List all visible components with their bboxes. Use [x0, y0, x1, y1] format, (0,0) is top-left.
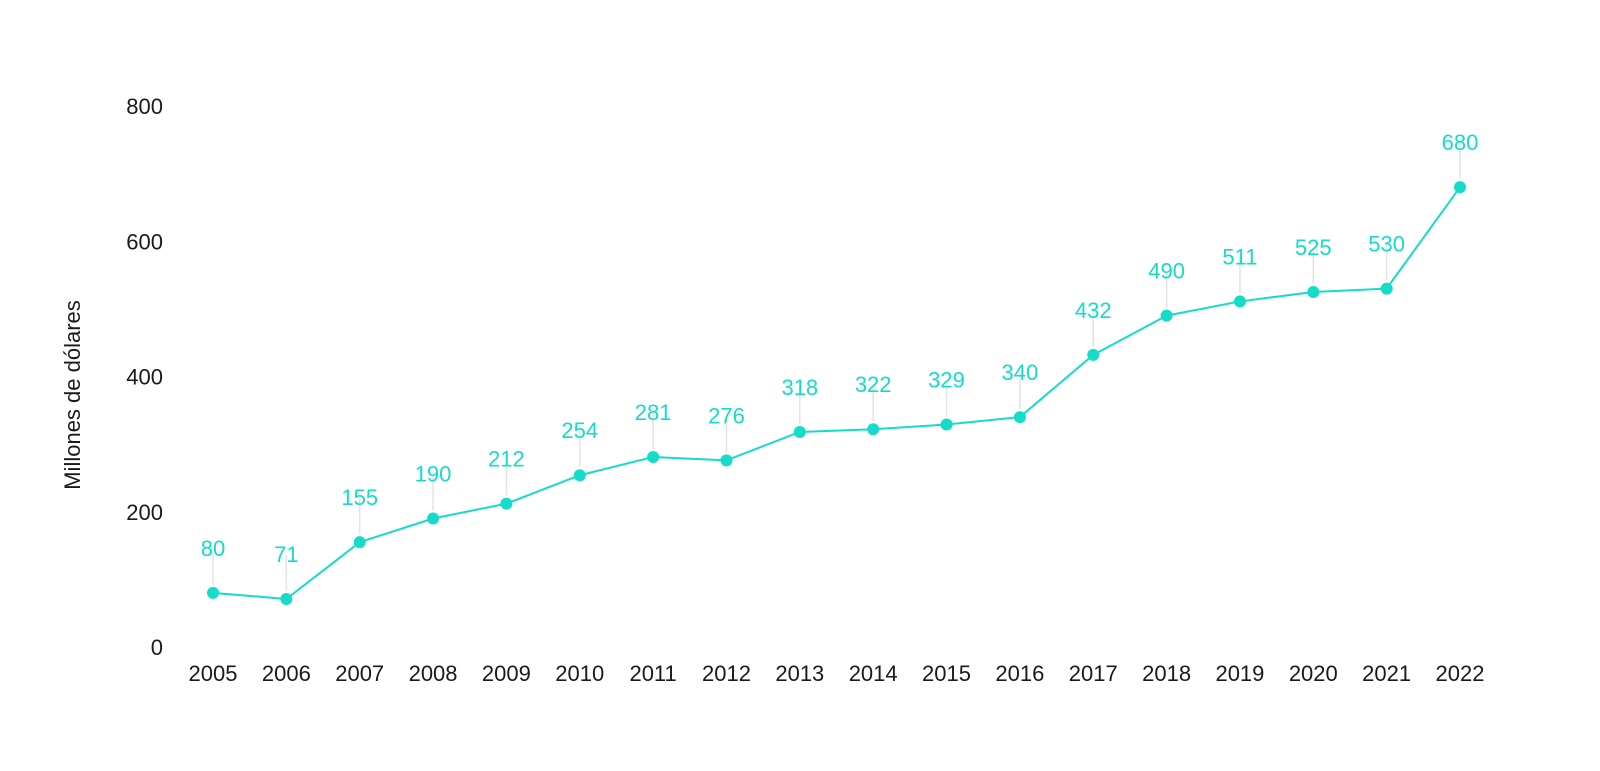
y-axis-label: Millones de dólares [60, 300, 85, 490]
data-point[interactable] [1013, 411, 1026, 424]
series-line-segment [212, 591, 287, 600]
x-tick-label: 2017 [1069, 661, 1118, 686]
data-label: 212 [488, 447, 525, 472]
data-point[interactable] [427, 512, 440, 525]
x-tick-label: 2006 [262, 661, 311, 686]
data-point[interactable] [1087, 348, 1100, 361]
series-line-segment [359, 517, 434, 544]
data-points [207, 181, 1466, 605]
data-point[interactable] [1160, 309, 1173, 322]
data-point[interactable] [280, 592, 293, 605]
data-label: 281 [635, 400, 672, 425]
y-tick-label: 400 [126, 365, 163, 390]
data-label: 432 [1075, 298, 1112, 323]
x-tick-label: 2020 [1289, 661, 1338, 686]
data-point[interactable] [720, 454, 733, 467]
data-label: 322 [855, 372, 892, 397]
series-line-segment [726, 431, 801, 462]
x-tick-label: 2010 [555, 661, 604, 686]
series-line-segment [1019, 354, 1094, 418]
x-tick-label: 2022 [1436, 661, 1485, 686]
y-tick-label: 600 [126, 229, 163, 254]
series-lines [212, 186, 1461, 600]
data-label: 190 [415, 462, 452, 487]
series-line-segment [432, 502, 507, 520]
series-line-segment [653, 455, 727, 462]
series-line-segment [873, 423, 947, 431]
series-line-segment [1385, 186, 1461, 290]
data-label: 511 [1222, 244, 1257, 269]
x-axis-ticks: 2005 2006 2007 2008 2009 2010 2011 2012 2013 2014… [189, 661, 1485, 686]
x-tick-label: 2009 [482, 661, 531, 686]
series-line-segment [285, 541, 361, 600]
x-tick-label: 2007 [335, 661, 384, 686]
data-point[interactable] [1380, 282, 1393, 295]
data-label: 80 [201, 536, 225, 561]
data-label: 680 [1442, 130, 1479, 155]
data-label-leaders [212, 143, 1461, 591]
data-point[interactable] [353, 536, 366, 549]
y-tick-label: 200 [126, 500, 163, 525]
x-tick-label: 2016 [995, 661, 1044, 686]
x-tick-label: 2012 [702, 661, 751, 686]
x-tick-label: 2005 [189, 661, 238, 686]
data-point[interactable] [1233, 295, 1246, 308]
x-tick-label: 2013 [775, 661, 824, 686]
data-point[interactable] [1307, 285, 1320, 298]
x-tick-label: 2018 [1142, 661, 1191, 686]
series-line-segment [1239, 290, 1314, 303]
data-label: 340 [1002, 360, 1039, 385]
x-tick-label: 2015 [922, 661, 971, 686]
data-label: 71 [274, 542, 298, 567]
data-label: 276 [708, 403, 745, 428]
data-point[interactable] [207, 586, 219, 599]
data-point[interactable] [647, 450, 660, 463]
data-point[interactable] [573, 469, 586, 482]
data-label: 530 [1368, 232, 1405, 257]
series-line-segment [506, 474, 581, 505]
series-line-segment [579, 456, 654, 477]
data-label: 329 [928, 368, 965, 393]
x-tick-label: 2011 [629, 661, 676, 686]
data-point[interactable] [867, 423, 880, 436]
data-label: 155 [341, 485, 378, 510]
data-point[interactable] [500, 497, 513, 510]
y-tick-label: 800 [126, 94, 163, 119]
y-tick-label: 0 [151, 635, 163, 660]
data-labels: 80 71 155 190 212 254 281 276 318 322 329 340 432 490… [201, 130, 1479, 567]
data-label: 254 [561, 418, 598, 443]
series-line-segment [1092, 314, 1168, 356]
data-label: 525 [1295, 235, 1332, 260]
series-line-segment [946, 416, 1020, 426]
data-point[interactable] [793, 425, 806, 438]
series-line-segment [799, 428, 874, 433]
x-tick-label: 2021 [1362, 661, 1411, 686]
data-point[interactable] [940, 418, 953, 431]
x-tick-label: 2014 [849, 661, 898, 686]
data-point[interactable] [1454, 181, 1466, 194]
series-line-segment [1166, 300, 1241, 317]
series-line-segment [1313, 287, 1387, 293]
data-label: 490 [1148, 259, 1185, 284]
data-label: 318 [781, 375, 818, 400]
x-tick-label: 2019 [1215, 661, 1264, 686]
x-tick-label: 2008 [409, 661, 458, 686]
y-axis-ticks: 0 200 400 600 800 [126, 94, 163, 660]
